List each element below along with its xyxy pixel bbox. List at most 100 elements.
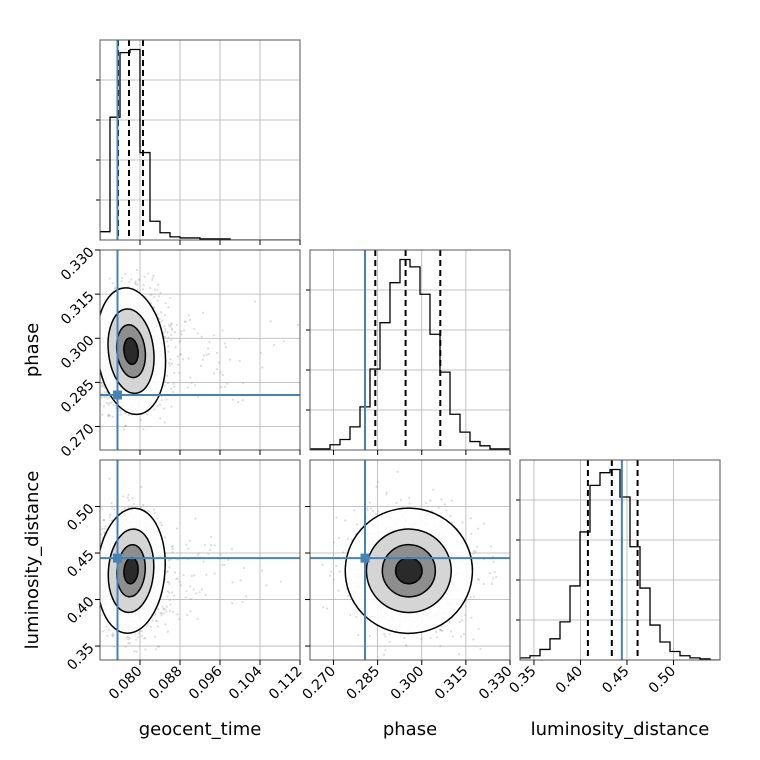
sample-point	[197, 552, 200, 555]
sample-point	[445, 509, 448, 512]
panel-frame	[99, 459, 301, 661]
sample-point	[167, 580, 170, 584]
sample-point	[150, 302, 153, 305]
sample-point	[149, 625, 153, 628]
sample-point	[108, 277, 111, 280]
sample-point	[97, 414, 99, 416]
sample-point	[253, 300, 257, 303]
sample-point	[196, 617, 199, 620]
panel-frame	[99, 39, 301, 241]
sample-point	[237, 401, 240, 404]
sample-point	[93, 588, 95, 590]
sample-point	[87, 407, 89, 409]
sample-point	[106, 397, 110, 400]
sample-point	[159, 291, 162, 295]
sample-point	[196, 554, 199, 557]
sample-point	[175, 527, 179, 530]
sample-point	[193, 574, 196, 577]
sample-point	[127, 642, 130, 645]
sample-point	[110, 401, 113, 404]
sample-point	[108, 401, 111, 404]
sample-point	[165, 610, 168, 613]
sample-point	[170, 545, 173, 548]
truth-marker	[113, 553, 122, 563]
sample-point	[123, 453, 125, 455]
sample-point	[159, 611, 162, 615]
y-tick-label-phase: 0.315	[58, 288, 98, 328]
sample-point	[213, 572, 216, 575]
sample-point	[134, 633, 137, 636]
sample-point	[238, 337, 241, 340]
sample-point	[265, 584, 268, 587]
sample-point	[124, 272, 127, 276]
sample-point	[166, 590, 169, 593]
sample-point	[168, 599, 171, 602]
sample-point	[107, 413, 110, 417]
sample-point	[164, 623, 167, 626]
sample-point	[87, 539, 89, 541]
sample-point	[166, 595, 169, 598]
sample-point	[124, 645, 127, 648]
sample-point	[111, 635, 114, 638]
sample-point	[152, 508, 156, 511]
sample-point	[221, 329, 224, 332]
sample-point	[201, 311, 205, 314]
sample-point	[97, 546, 99, 548]
sample-point	[159, 417, 162, 420]
sample-point	[172, 382, 175, 385]
sample-point	[94, 370, 96, 372]
sample-point	[167, 362, 171, 365]
sample-point	[469, 517, 472, 520]
sample-point	[169, 387, 172, 390]
sample-point	[239, 579, 242, 582]
sample-point	[166, 381, 170, 385]
sample-point	[170, 338, 173, 342]
sample-point	[178, 618, 181, 621]
sample-point	[223, 385, 227, 388]
sample-point	[93, 366, 95, 368]
x-tick-label-geocent_time: 0.104	[226, 663, 266, 703]
sample-point	[159, 311, 163, 314]
sample-point	[195, 592, 198, 595]
sample-point	[205, 353, 208, 356]
sample-point	[103, 395, 106, 398]
sample-point	[107, 403, 110, 406]
sample-point	[120, 276, 123, 280]
sample-point	[90, 572, 92, 574]
sample-point	[203, 543, 207, 547]
hist-panel-geocent_time	[96, 39, 301, 245]
sample-point	[96, 570, 98, 572]
panel-plot-area	[87, 460, 300, 660]
sample-point	[368, 635, 372, 638]
sample-point	[179, 584, 183, 587]
sample-point	[104, 396, 108, 399]
sample-point	[259, 351, 262, 355]
sample-point	[165, 398, 168, 401]
sample-point	[97, 346, 99, 348]
sample-point	[154, 612, 157, 615]
y-tick-label-phase: 0.300	[58, 333, 98, 373]
sample-point	[95, 366, 97, 368]
sample-point	[153, 296, 156, 299]
sample-point	[199, 364, 203, 367]
sample-point	[136, 283, 139, 286]
sample-point	[95, 541, 97, 543]
sample-point	[368, 501, 372, 504]
sample-point	[272, 343, 276, 347]
sample-point	[171, 545, 175, 548]
contour-0	[100, 287, 167, 416]
sample-point	[173, 594, 176, 597]
sample-point	[185, 543, 188, 546]
sample-point	[204, 594, 207, 597]
sample-point	[178, 371, 181, 374]
sample-point	[169, 296, 172, 299]
sample-point	[171, 591, 174, 594]
sample-point	[176, 355, 180, 358]
sample-point	[243, 566, 246, 570]
sample-point	[164, 302, 167, 305]
sample-point	[167, 350, 170, 353]
x-tick-label-geocent_time: 0.112	[266, 663, 306, 703]
sample-point	[127, 635, 130, 638]
